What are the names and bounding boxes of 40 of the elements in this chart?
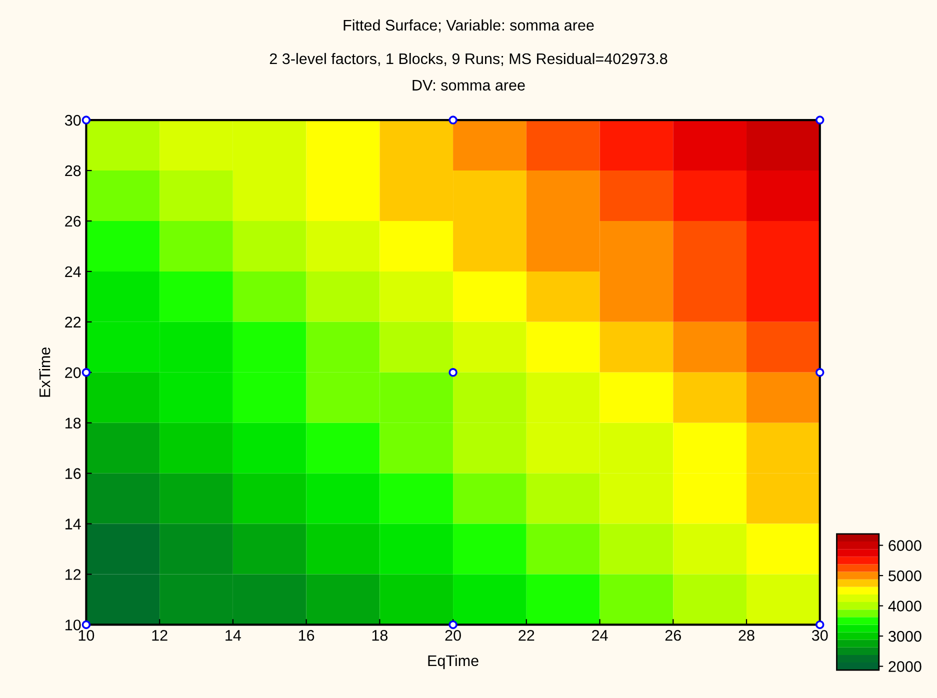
point bbox=[448, 620, 458, 630]
y-tick-label: 16 bbox=[66, 468, 81, 479]
x-tick-label: 24 bbox=[592, 630, 608, 641]
x-tick-label: 26 bbox=[665, 630, 681, 641]
color-bar-label: 6000 bbox=[888, 540, 922, 551]
chart-subtitle: 2 3-level factors, 1 Blocks, 9 Runs; MS Residual=402973.8 DV: somma aree bbox=[270, 52, 668, 91]
y-axis-title: ExTime bbox=[39, 347, 50, 397]
y-tick-label: 18 bbox=[66, 418, 81, 429]
color-bar-label: 3000 bbox=[888, 630, 922, 642]
x-tick-label: 20 bbox=[445, 630, 461, 641]
y-tick-label: 22 bbox=[65, 316, 81, 328]
y-tick-label: 24 bbox=[65, 266, 81, 277]
chart-title: Fitted Surface; Variable: somma aree bbox=[344, 19, 594, 32]
x-tick-label: 22 bbox=[518, 630, 534, 641]
x-tick-label: 10 bbox=[78, 630, 94, 641]
color-bar-label: 5000 bbox=[888, 570, 922, 582]
x-tick-label: 18 bbox=[372, 630, 388, 641]
y-tick-label: 26 bbox=[65, 216, 81, 227]
point bbox=[816, 368, 824, 377]
x-axis-title: EqTime bbox=[428, 654, 478, 670]
point bbox=[816, 116, 824, 124]
point bbox=[82, 368, 91, 377]
point bbox=[816, 620, 824, 630]
x-tick-label: 28 bbox=[738, 630, 754, 641]
y-tick-label: 28 bbox=[65, 165, 81, 176]
y-tick-label: 14 bbox=[66, 518, 81, 530]
y-tick-label: 10 bbox=[66, 620, 81, 630]
y-tick-label: 20 bbox=[65, 367, 81, 378]
x-tick-label: 30 bbox=[812, 630, 828, 641]
point bbox=[448, 116, 458, 124]
y-tick-label: 12 bbox=[66, 569, 81, 580]
point bbox=[82, 620, 91, 630]
x-tick-label: 14 bbox=[226, 630, 241, 641]
point bbox=[82, 116, 91, 124]
x-tick-label: 12 bbox=[152, 630, 168, 641]
y-tick-label: 30 bbox=[64, 114, 81, 126]
x-tick-label: 16 bbox=[298, 630, 314, 641]
color-bar-label: 2000 bbox=[888, 661, 922, 672]
point bbox=[448, 368, 458, 377]
color-bar-label: 4000 bbox=[888, 600, 922, 612]
